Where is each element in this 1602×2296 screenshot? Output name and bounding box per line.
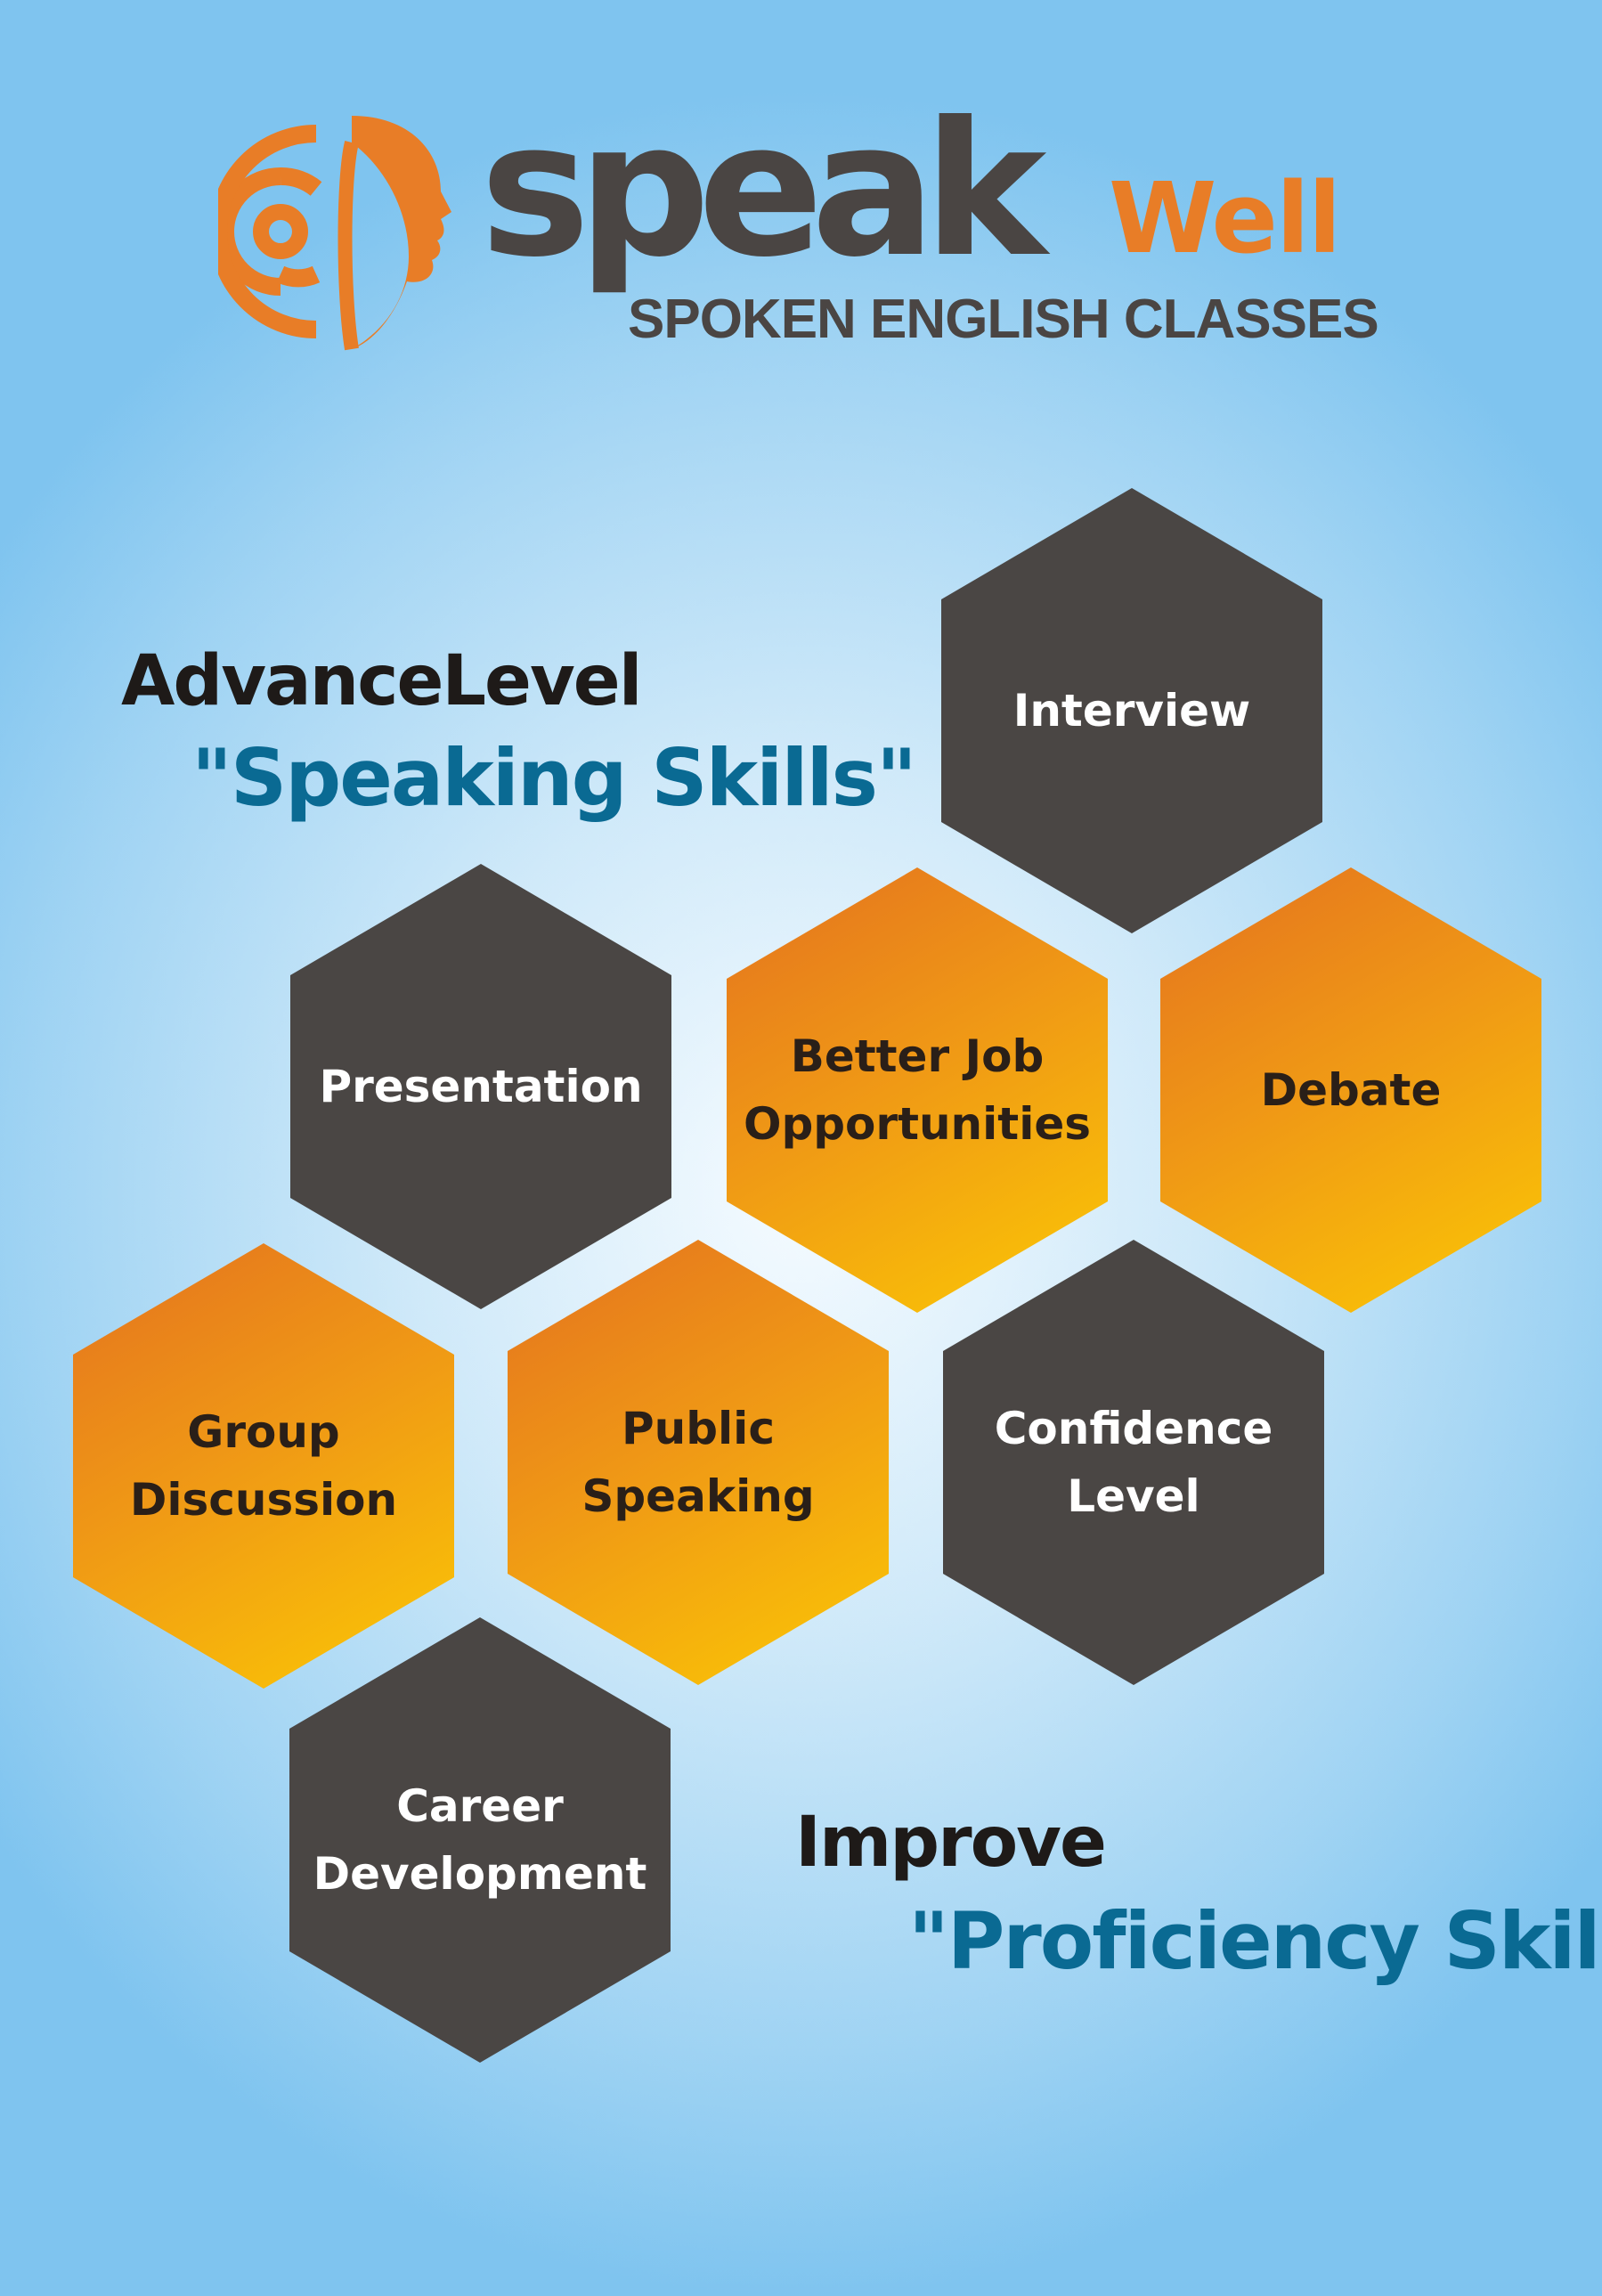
hexagon-label: Group Discussion [129, 1406, 398, 1526]
hexagon-career-development: Career Development [289, 1617, 671, 2063]
hexagon-confidence-level: Confidence Level [943, 1240, 1324, 1685]
hexagon-better-job-opportunities: Better Job Opportunities [727, 867, 1108, 1313]
heading-speaking-skills: "Speaking Skills" [191, 732, 917, 824]
hexagon-label: Debate [1260, 1064, 1442, 1116]
heading-improve: Improve [795, 1803, 1107, 1883]
heading-proficiency-skills: "Proficiency Skills" [908, 1895, 1602, 1987]
hexagon-presentation: Presentation [290, 864, 671, 1309]
logo-tagline: SPOKEN ENGLISH CLASSES [628, 289, 1379, 350]
logo-word-well: Well [1109, 161, 1341, 275]
hexagon-group-discussion: Group Discussion [73, 1243, 454, 1689]
hexagon-label: Confidence Level [994, 1403, 1273, 1522]
hexagon-label: Presentation [319, 1061, 643, 1112]
hexagon-label: Better Job Opportunities [743, 1030, 1092, 1150]
hexagon-label: Career Development [313, 1780, 647, 1900]
hexagon-interview: Interview [941, 488, 1322, 933]
hexagon-label: Interview [1012, 685, 1251, 737]
speaking-head-icon [218, 116, 451, 351]
hexagon-label: Public Speaking [581, 1403, 815, 1522]
logo-word-speak: speak [480, 83, 1046, 298]
hexagon-debate: Debate [1160, 867, 1541, 1313]
hexagon-public-speaking: Public Speaking [508, 1240, 889, 1685]
heading-advance-level: AdvanceLevel [121, 641, 642, 721]
speakwell-logo: speak Well SPOKEN ENGLISH CLASSES [218, 98, 1394, 374]
